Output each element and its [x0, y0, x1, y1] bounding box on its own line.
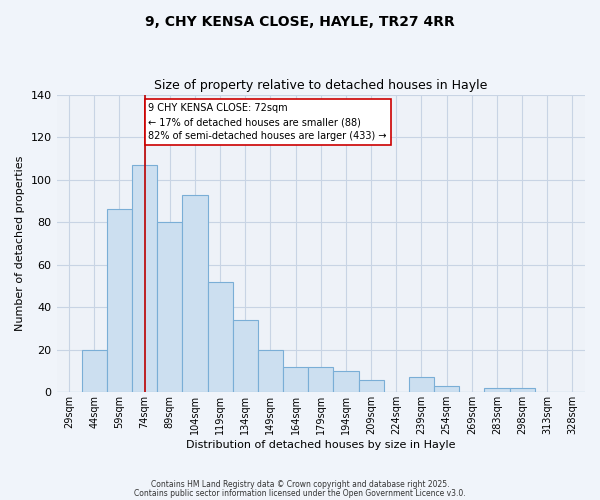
- Bar: [157, 222, 182, 392]
- Bar: [132, 164, 157, 392]
- Title: Size of property relative to detached houses in Hayle: Size of property relative to detached ho…: [154, 79, 487, 92]
- Bar: [82, 350, 107, 393]
- Bar: [107, 210, 132, 392]
- Text: Contains HM Land Registry data © Crown copyright and database right 2025.: Contains HM Land Registry data © Crown c…: [151, 480, 449, 489]
- Bar: [283, 367, 308, 392]
- Bar: [182, 194, 208, 392]
- Bar: [359, 380, 383, 392]
- Bar: [509, 388, 535, 392]
- Bar: [258, 350, 283, 393]
- X-axis label: Distribution of detached houses by size in Hayle: Distribution of detached houses by size …: [186, 440, 455, 450]
- Text: 9, CHY KENSA CLOSE, HAYLE, TR27 4RR: 9, CHY KENSA CLOSE, HAYLE, TR27 4RR: [145, 15, 455, 29]
- Text: 9 CHY KENSA CLOSE: 72sqm
← 17% of detached houses are smaller (88)
82% of semi-d: 9 CHY KENSA CLOSE: 72sqm ← 17% of detach…: [148, 103, 387, 141]
- Bar: [484, 388, 509, 392]
- Bar: [208, 282, 233, 393]
- Bar: [233, 320, 258, 392]
- Y-axis label: Number of detached properties: Number of detached properties: [15, 156, 25, 331]
- Bar: [334, 371, 359, 392]
- Bar: [308, 367, 334, 392]
- Bar: [434, 386, 459, 392]
- Bar: [409, 378, 434, 392]
- Text: Contains public sector information licensed under the Open Government Licence v3: Contains public sector information licen…: [134, 489, 466, 498]
